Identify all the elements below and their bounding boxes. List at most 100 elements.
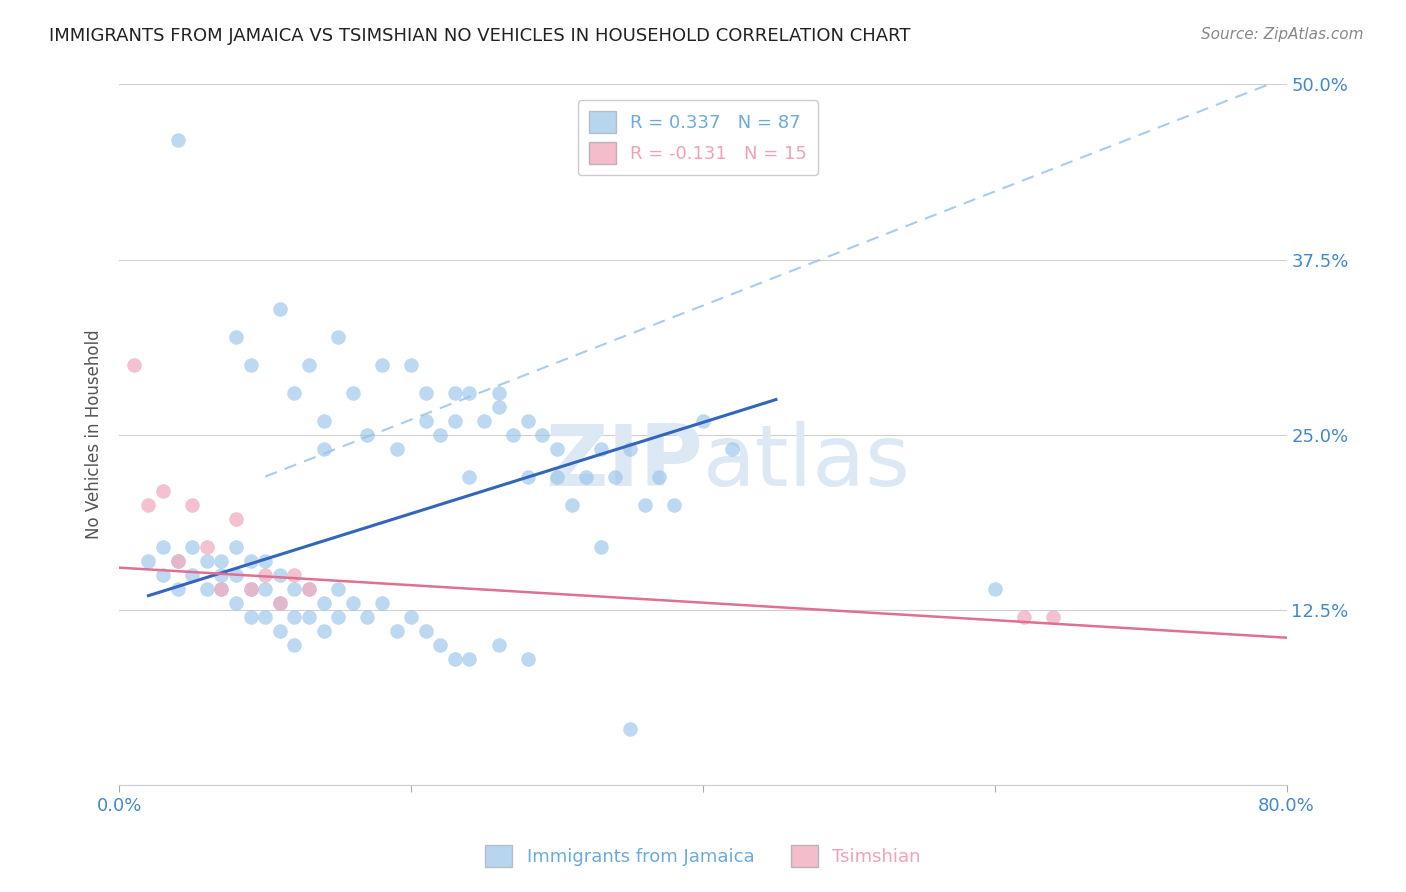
Point — [269, 596, 291, 610]
Point — [195, 582, 218, 596]
Legend: R = 0.337   N = 87, R = -0.131   N = 15: R = 0.337 N = 87, R = -0.131 N = 15 — [578, 101, 818, 175]
Point — [371, 358, 394, 372]
Point — [298, 582, 321, 596]
Point — [269, 624, 291, 638]
Point — [181, 498, 204, 512]
Point — [195, 554, 218, 568]
Point — [225, 596, 247, 610]
Point — [531, 427, 554, 442]
Point — [312, 442, 335, 456]
Point — [298, 582, 321, 596]
Point — [385, 442, 408, 456]
Text: IMMIGRANTS FROM JAMAICA VS TSIMSHIAN NO VEHICLES IN HOUSEHOLD CORRELATION CHART: IMMIGRANTS FROM JAMAICA VS TSIMSHIAN NO … — [49, 27, 911, 45]
Point — [458, 385, 481, 400]
Point — [225, 329, 247, 343]
Point — [122, 358, 145, 372]
Y-axis label: No Vehicles in Household: No Vehicles in Household — [86, 330, 103, 540]
Point — [356, 427, 378, 442]
Point — [328, 582, 350, 596]
Point — [152, 540, 174, 554]
Point — [254, 582, 277, 596]
Point — [633, 498, 655, 512]
Point — [254, 554, 277, 568]
Point — [283, 638, 305, 652]
Point — [1042, 609, 1064, 624]
Point — [458, 651, 481, 665]
Point — [546, 469, 568, 483]
Point — [166, 554, 188, 568]
Point — [152, 483, 174, 498]
Text: ZIP: ZIP — [546, 421, 703, 504]
Point — [312, 414, 335, 428]
Point — [619, 442, 641, 456]
Legend: Immigrants from Jamaica, Tsimshian: Immigrants from Jamaica, Tsimshian — [478, 838, 928, 874]
Point — [269, 301, 291, 316]
Point — [283, 582, 305, 596]
Point — [283, 567, 305, 582]
Point — [195, 540, 218, 554]
Point — [516, 651, 538, 665]
Point — [283, 609, 305, 624]
Point — [152, 567, 174, 582]
Point — [356, 609, 378, 624]
Point — [239, 582, 262, 596]
Point — [692, 414, 714, 428]
Point — [385, 624, 408, 638]
Point — [209, 567, 232, 582]
Point — [415, 414, 437, 428]
Point — [225, 567, 247, 582]
Text: Source: ZipAtlas.com: Source: ZipAtlas.com — [1201, 27, 1364, 42]
Point — [648, 469, 671, 483]
Point — [575, 469, 598, 483]
Point — [472, 414, 495, 428]
Point — [662, 498, 685, 512]
Point — [371, 596, 394, 610]
Point — [209, 582, 232, 596]
Point — [254, 567, 277, 582]
Point — [298, 358, 321, 372]
Point — [342, 596, 364, 610]
Point — [458, 469, 481, 483]
Point — [225, 511, 247, 525]
Point — [181, 567, 204, 582]
Text: atlas: atlas — [703, 421, 911, 504]
Point — [444, 414, 467, 428]
Point — [328, 329, 350, 343]
Point — [429, 427, 451, 442]
Point — [488, 638, 510, 652]
Point — [516, 469, 538, 483]
Point — [209, 554, 232, 568]
Point — [619, 722, 641, 736]
Point — [444, 651, 467, 665]
Point — [516, 414, 538, 428]
Point — [209, 582, 232, 596]
Point — [502, 427, 524, 442]
Point — [225, 540, 247, 554]
Point — [1012, 609, 1035, 624]
Point — [269, 567, 291, 582]
Point — [721, 442, 744, 456]
Point — [561, 498, 583, 512]
Point — [488, 400, 510, 414]
Point — [444, 385, 467, 400]
Point — [312, 624, 335, 638]
Point — [239, 554, 262, 568]
Point — [984, 582, 1007, 596]
Point — [181, 540, 204, 554]
Point — [429, 638, 451, 652]
Point — [328, 609, 350, 624]
Point — [283, 385, 305, 400]
Point — [415, 385, 437, 400]
Point — [239, 609, 262, 624]
Point — [415, 624, 437, 638]
Point — [589, 442, 612, 456]
Point — [239, 358, 262, 372]
Point — [342, 385, 364, 400]
Point — [488, 385, 510, 400]
Point — [254, 609, 277, 624]
Point — [166, 133, 188, 147]
Point — [138, 498, 160, 512]
Point — [546, 442, 568, 456]
Point — [239, 582, 262, 596]
Point — [312, 596, 335, 610]
